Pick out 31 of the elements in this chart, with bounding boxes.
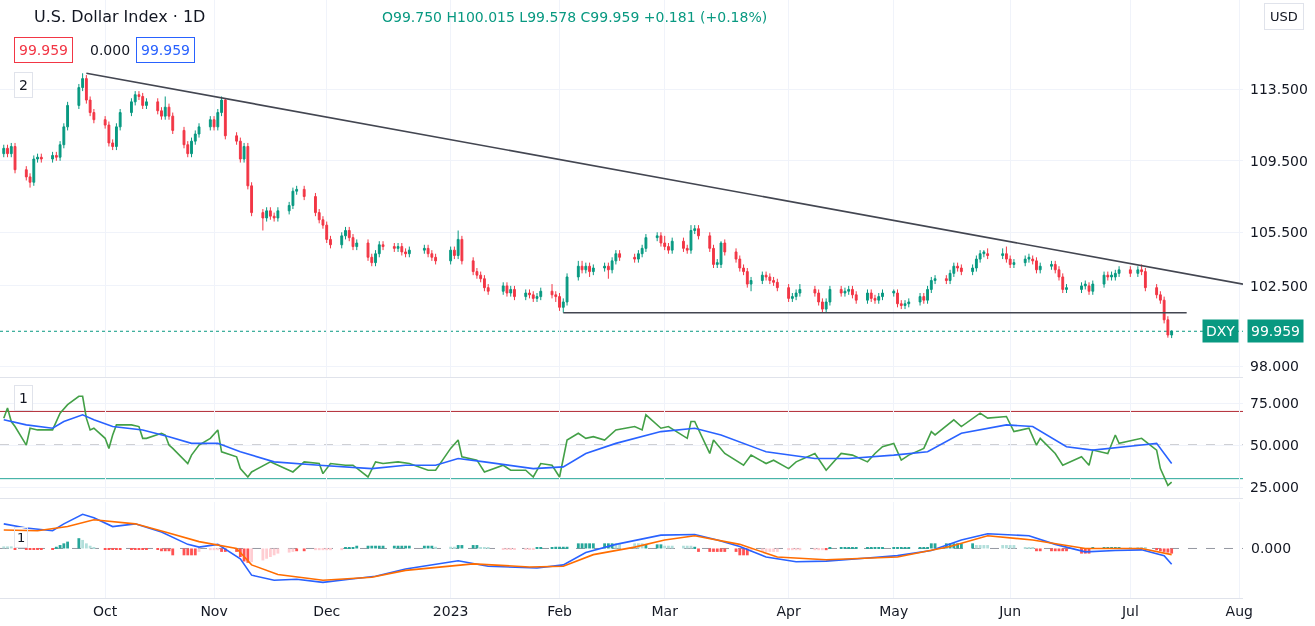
x-tick-label: Nov bbox=[200, 602, 228, 619]
annotation: 0.000 bbox=[90, 42, 131, 58]
x-tick-label: May bbox=[879, 602, 909, 619]
annotation: 1 bbox=[19, 390, 28, 406]
text: U.S. Dollar Index · 1D bbox=[34, 7, 206, 26]
annotation: 99.959 bbox=[141, 42, 190, 58]
y-axis-title: USD bbox=[1270, 9, 1298, 24]
x-tick-label: 2023 bbox=[432, 602, 469, 619]
y-tick-label: 75.000 bbox=[1250, 394, 1299, 411]
x-tick-label: Feb bbox=[547, 602, 573, 619]
y-tick-label: 105.500 bbox=[1250, 224, 1308, 241]
x-tick-label: Oct bbox=[93, 602, 118, 619]
y-tick-label: 50.000 bbox=[1250, 436, 1299, 453]
y-tick-label: 25.000 bbox=[1250, 478, 1299, 495]
x-tick-label: Aug bbox=[1225, 602, 1253, 619]
x-tick-label: Jun bbox=[998, 602, 1022, 619]
x-tick-label: Mar bbox=[651, 602, 679, 619]
ref-line-label: DXY bbox=[1206, 323, 1236, 339]
y-tick-label: 109.500 bbox=[1250, 152, 1308, 169]
x-tick-label: Jul bbox=[1120, 602, 1139, 619]
annotation: O99.750 H100.015 L99.578 C99.959 +0.181 (+0.18%) bbox=[382, 9, 768, 25]
y-tick-label: 98.000 bbox=[1250, 358, 1299, 375]
y-tick-label: 102.500 bbox=[1250, 277, 1308, 294]
annotation: 2 bbox=[19, 77, 28, 93]
x-tick-label: Dec bbox=[313, 602, 341, 619]
annotation: 99.959 bbox=[19, 42, 68, 58]
ref-line-label: 0.000 bbox=[1251, 540, 1292, 556]
text: 99.959 bbox=[1251, 323, 1300, 339]
x-tick-label: Apr bbox=[776, 602, 801, 619]
y-tick-label: 113.500 bbox=[1250, 81, 1308, 98]
annotation: 1 bbox=[17, 530, 26, 545]
